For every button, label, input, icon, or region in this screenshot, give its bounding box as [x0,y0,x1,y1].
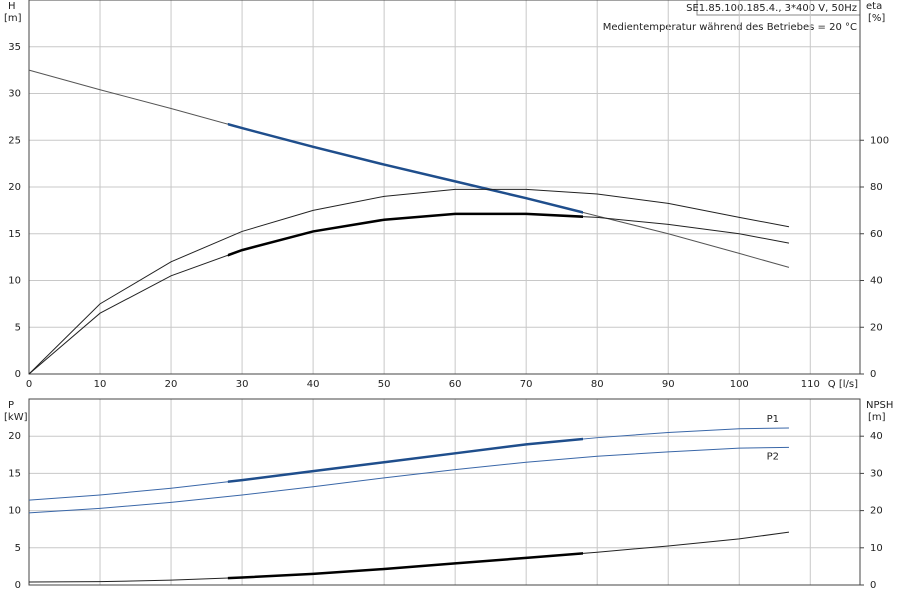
y-tick-label: 10 [8,276,21,287]
curve-duty-range [227,212,583,257]
curve [28,188,790,375]
y2-tick-label: 60 [870,229,883,240]
curve [28,531,790,583]
y2-axis-unit: [%] [868,13,885,24]
y-tick-label: 0 [15,369,21,380]
y-tick-label: 15 [8,229,21,240]
y2-axis-unit: [m] [868,412,886,423]
curve [28,427,789,501]
y2-tick-label: 10 [870,543,883,554]
x-tick-label: 70 [520,379,533,390]
curve-duty-range [227,437,583,483]
y-axis-unit: [m] [4,13,22,24]
x-tick-label: 60 [449,379,462,390]
y-tick-label: 30 [8,89,21,100]
plot-frame [28,398,861,586]
x-tick-label: 100 [730,379,749,390]
y-tick-label: 20 [8,182,21,193]
y2-tick-label: 80 [870,182,883,193]
series-label: P2 [767,451,779,462]
x-tick-label: 110 [801,379,820,390]
y2-tick-label: 30 [870,468,883,479]
chart-subtitle: Medientemperatur während des Betriebes =… [603,22,857,33]
y2-tick-label: 0 [870,580,876,591]
y2-tick-label: 40 [870,276,883,287]
y-tick-label: 15 [8,468,21,479]
y-tick-label: 0 [15,580,21,591]
y-axis-label: H [8,1,16,12]
y-tick-label: 20 [8,431,21,442]
x-tick-label: 80 [591,379,604,390]
x-tick-label: 50 [378,379,391,390]
x-axis-label: Q [l/s] [828,379,858,390]
curve [28,213,790,375]
y2-tick-label: 40 [870,431,883,442]
y2-tick-label: 20 [870,322,883,333]
curve-duty-range [227,552,583,580]
curve [28,69,790,268]
x-tick-label: 90 [662,379,675,390]
y-tick-label: 5 [15,322,21,333]
y-tick-label: 5 [15,543,21,554]
x-tick-label: 0 [26,379,32,390]
y-tick-label: 35 [8,42,21,53]
y2-axis-label: NPSH [866,400,893,411]
x-tick-label: 10 [94,379,107,390]
series-label: P1 [767,414,779,425]
x-tick-label: 40 [307,379,320,390]
curve [28,446,789,514]
y2-tick-label: 20 [870,506,883,517]
plot-frame [28,0,861,375]
y2-axis-label: eta [866,1,882,12]
y-axis-unit: [kW] [4,412,28,423]
chart-title: SE1.85.100.185.4., 3*400 V, 50Hz [686,3,857,14]
y2-tick-label: 100 [870,135,889,146]
y-tick-label: 10 [8,506,21,517]
x-tick-label: 20 [165,379,178,390]
curve-duty-range [227,122,583,214]
x-tick-label: 30 [236,379,249,390]
y-tick-label: 25 [8,135,21,146]
y2-tick-label: 0 [870,369,876,380]
y-axis-label: P [8,400,14,411]
